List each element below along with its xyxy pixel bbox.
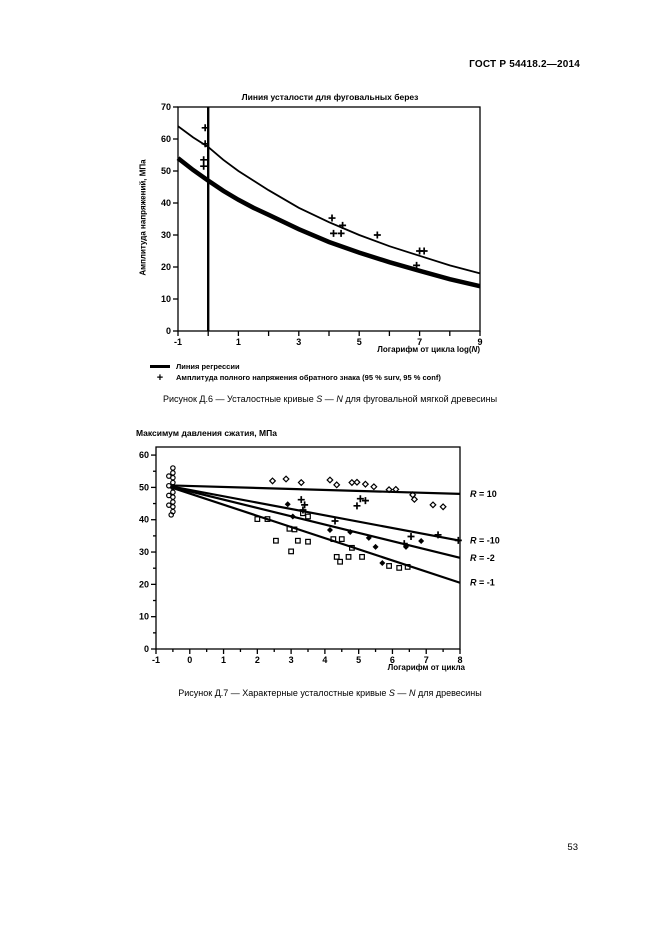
figure-d7-chart-title: Максимум давления сжатия, МПа xyxy=(136,428,277,438)
figure-d7-caption: Рисунок Д.7 — Характерные усталостные кр… xyxy=(178,688,482,698)
y-tick-label: 10 xyxy=(139,612,149,622)
y-tick-label: 40 xyxy=(139,515,149,525)
plot-frame xyxy=(155,446,461,650)
legend-line-sample xyxy=(148,365,172,368)
y-tick-label: 60 xyxy=(139,450,149,460)
square-points xyxy=(254,510,411,571)
ratio-line xyxy=(170,485,461,559)
y-tick-label: 70 xyxy=(161,102,171,112)
figure-d6-chart-title: Линия усталости для фуговальных берез xyxy=(241,92,419,102)
static-strength-circle-stack xyxy=(166,465,176,518)
r10-open-diamonds xyxy=(268,475,447,511)
figure-d6-caption: Рисунок Д.6 — Усталостные кривые S — N д… xyxy=(162,394,498,404)
x-tick-label: 8 xyxy=(457,655,462,665)
ratio-line-label: R = -2 xyxy=(470,553,495,563)
x-tick-label: 0 xyxy=(187,655,192,665)
figure-d6-legend: Линия регрессии + Амплитуда полного напр… xyxy=(148,361,441,383)
page-number: 53 xyxy=(567,842,578,853)
x-tick-label: -1 xyxy=(152,655,160,665)
legend-label: Амплитуда полного напряжения обратного з… xyxy=(176,373,441,382)
axes xyxy=(151,446,461,654)
plus-marker-icon: + xyxy=(156,371,164,384)
legend-item-amplitude: + Амплитуда полного напряжения обратного… xyxy=(148,372,441,383)
line-sample-icon xyxy=(150,365,170,368)
x-tick-label: 9 xyxy=(477,337,482,347)
y-tick-label: 50 xyxy=(161,166,171,176)
filled-diamond-points xyxy=(284,501,425,567)
upper-regression-curve xyxy=(177,125,481,275)
figure-d7-x-axis-title: Логарифм от цикла xyxy=(387,663,465,672)
y-tick-label: 60 xyxy=(161,134,171,144)
figure-d6-x-axis-title: Логарифм от цикла log(N) xyxy=(377,345,480,354)
x-tick-label: 1 xyxy=(236,337,241,347)
plot-frame xyxy=(177,106,481,332)
x-tick-label: 3 xyxy=(296,337,301,347)
ratio-line-label: R = 10 xyxy=(470,489,497,499)
ratio-line xyxy=(170,485,461,542)
y-tick-label: 10 xyxy=(161,294,171,304)
y-tick-label: 20 xyxy=(139,579,149,589)
plus-points xyxy=(297,495,462,548)
legend-plus-sample: + xyxy=(148,371,172,384)
amplitude-plus-points xyxy=(200,124,428,269)
ratio-line xyxy=(170,486,461,584)
x-tick-label: 5 xyxy=(356,655,361,665)
legend-item-regression: Линия регрессии xyxy=(148,361,441,372)
ratio-line-label: R = -1 xyxy=(470,578,495,588)
x-tick-label: 7 xyxy=(417,337,422,347)
x-tick-label: 5 xyxy=(357,337,362,347)
document-header-title: ГОСТ Р 54418.2—2014 xyxy=(469,59,580,70)
y-tick-label: 0 xyxy=(144,644,149,654)
y-tick-label: 20 xyxy=(161,262,171,272)
axes xyxy=(173,106,481,336)
x-tick-label: 6 xyxy=(390,655,395,665)
ratio-line-label: R = -10 xyxy=(470,536,500,546)
lower-thick-curve xyxy=(176,156,481,289)
y-tick-label: 0 xyxy=(166,326,171,336)
x-tick-label: 2 xyxy=(255,655,260,665)
x-tick-label: 4 xyxy=(322,655,327,665)
ratio-line xyxy=(171,484,461,495)
x-tick-label: -1 xyxy=(174,337,182,347)
x-tick-label: 1 xyxy=(221,655,226,665)
legend-label: Линия регрессии xyxy=(176,362,240,371)
y-tick-label: 50 xyxy=(139,482,149,492)
y-tick-label: 30 xyxy=(161,230,171,240)
y-tick-label: 30 xyxy=(139,547,149,557)
figure-d6-plot: -1 1 3 5 7 9 0 10 20 30 40 50 60 70 xyxy=(161,102,483,347)
x-tick-label: 7 xyxy=(424,655,429,665)
y-tick-label: 40 xyxy=(161,198,171,208)
x-tick-label: 3 xyxy=(289,655,294,665)
